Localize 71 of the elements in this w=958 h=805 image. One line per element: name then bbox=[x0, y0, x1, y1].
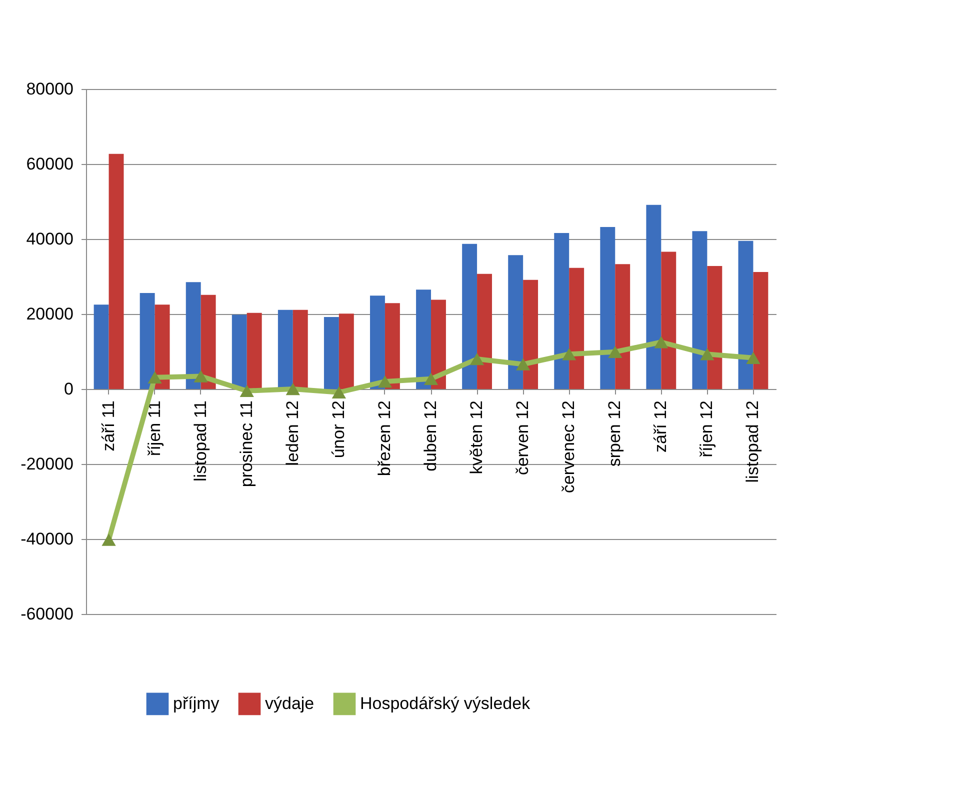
x-tick-label: listopad 12 bbox=[743, 400, 762, 483]
bar bbox=[554, 233, 570, 389]
point bbox=[654, 336, 668, 348]
y-tick-label: 40000 bbox=[26, 230, 74, 248]
x-tick-label: prosinec 11 bbox=[236, 400, 256, 488]
x-tick-label: září 12 bbox=[651, 400, 670, 452]
point bbox=[746, 352, 760, 364]
bar bbox=[384, 303, 400, 389]
bar bbox=[661, 252, 676, 389]
bar bbox=[278, 310, 293, 389]
y-tick-label: -20000 bbox=[20, 454, 74, 474]
bar bbox=[108, 154, 124, 389]
bar bbox=[416, 290, 431, 389]
point bbox=[562, 348, 576, 360]
x-tick-label: listopad 11 bbox=[190, 400, 210, 482]
point bbox=[102, 534, 116, 546]
point bbox=[608, 346, 622, 358]
legend-label: příjmy bbox=[173, 694, 220, 713]
bar bbox=[232, 314, 247, 389]
bar bbox=[738, 240, 754, 389]
x-tick-label: červen 12 bbox=[513, 400, 532, 476]
bar bbox=[523, 280, 538, 389]
x-tick-label: květen 12 bbox=[467, 400, 486, 474]
bar bbox=[753, 272, 768, 389]
bar bbox=[615, 264, 630, 389]
bar bbox=[292, 310, 308, 389]
bar bbox=[370, 296, 385, 389]
bar bbox=[94, 304, 109, 389]
bar bbox=[600, 227, 616, 389]
y-tick-label: -40000 bbox=[20, 530, 74, 548]
bar bbox=[140, 293, 155, 389]
bar bbox=[646, 204, 662, 389]
point bbox=[516, 358, 530, 370]
bar bbox=[154, 304, 170, 389]
point bbox=[470, 352, 484, 366]
bar bbox=[186, 282, 201, 389]
point bbox=[332, 386, 346, 398]
bar bbox=[246, 312, 262, 389]
bar bbox=[338, 314, 354, 389]
x-tick-label: říjen 12 bbox=[697, 400, 716, 458]
y-tick-label: 20000 bbox=[26, 304, 74, 324]
x-tick-label: březen 12 bbox=[374, 400, 394, 476]
y-tick-label: -60000 bbox=[20, 604, 74, 624]
bar bbox=[324, 317, 339, 389]
point bbox=[378, 375, 392, 388]
x-tick-label: duben 12 bbox=[421, 400, 440, 472]
bar bbox=[477, 274, 492, 389]
point bbox=[700, 348, 714, 360]
point bbox=[194, 370, 208, 382]
bar bbox=[431, 300, 446, 389]
point bbox=[148, 371, 162, 384]
bar bbox=[462, 244, 478, 389]
bar bbox=[707, 266, 722, 389]
bar bbox=[569, 268, 584, 389]
bar bbox=[692, 231, 708, 389]
y-tick-label: 60000 bbox=[26, 154, 74, 174]
point bbox=[424, 372, 438, 385]
legend-label: Hospodářský výsledek bbox=[360, 694, 531, 713]
bar bbox=[200, 294, 216, 389]
y-tick-label: 80000 bbox=[26, 80, 74, 98]
x-tick-label: srpen 12 bbox=[605, 400, 624, 467]
legend-label: výdaje bbox=[265, 694, 314, 713]
bar bbox=[508, 255, 524, 389]
x-tick-label: červenec 12 bbox=[559, 400, 578, 494]
point bbox=[286, 382, 300, 396]
point bbox=[240, 384, 254, 397]
x-tick-label: leden 12 bbox=[282, 400, 302, 466]
x-tick-label: únor 12 bbox=[328, 400, 348, 458]
x-tick-label: září 11 bbox=[98, 400, 118, 452]
x-tick-label: říjen 11 bbox=[144, 400, 164, 456]
y-tick-label: 0 bbox=[64, 380, 74, 398]
